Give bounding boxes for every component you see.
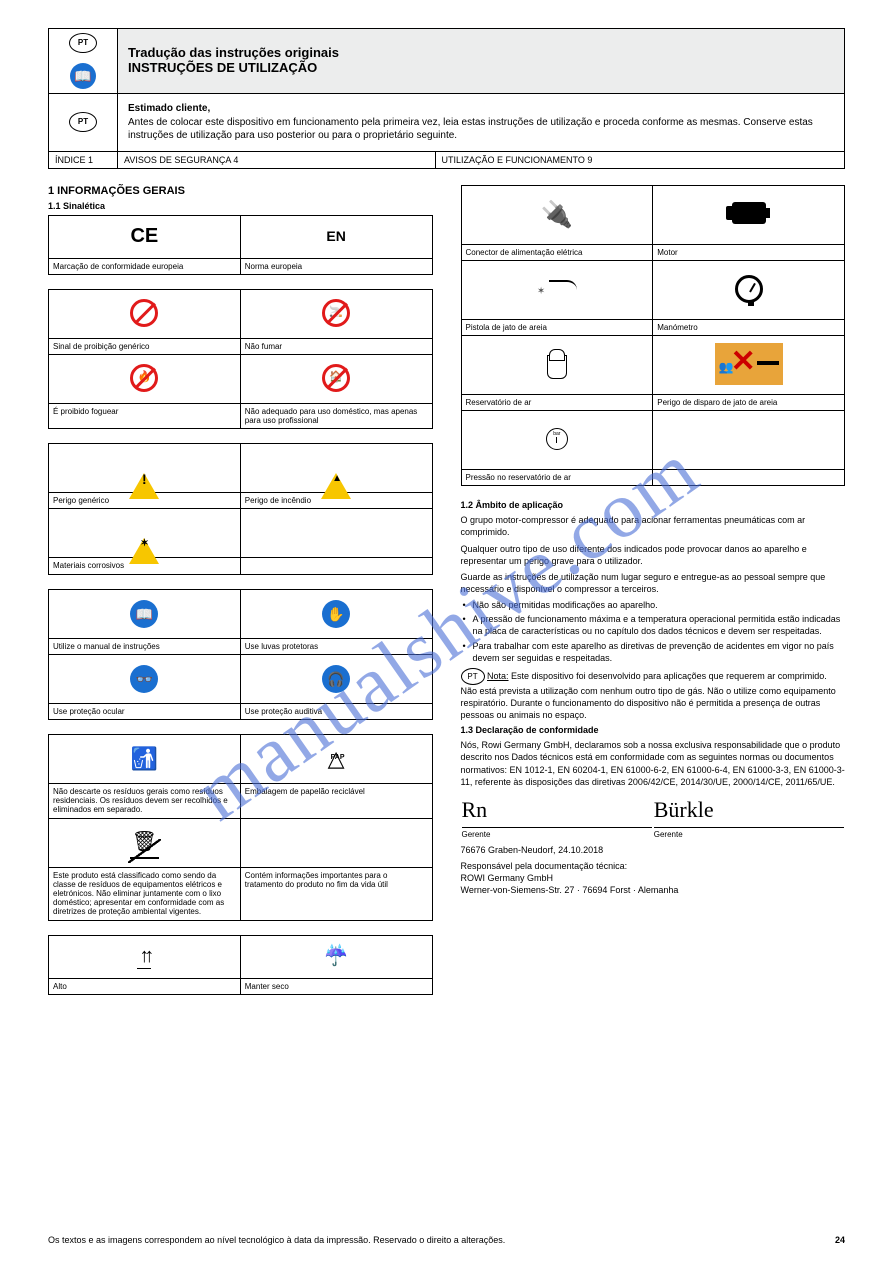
sandblast-hazard-icon: 👥✕ — [715, 343, 783, 385]
header-table: PT 📖 Tradução das instruções originais I… — [48, 28, 845, 169]
read-manual-icon: 📖 — [130, 600, 158, 628]
section-1-title: 1 INFORMAÇÕES GERAIS — [48, 185, 433, 197]
keep-dry-icon: ☔ — [324, 945, 349, 967]
pressure-gauge-icon — [735, 275, 763, 303]
warning-table: Perigo genéricoPerigo de incêndio Materi… — [48, 443, 433, 574]
air-tank-icon — [545, 349, 569, 379]
right-column: 🔌 Conector de alimentação elétricaMotor … — [461, 185, 846, 1009]
no-smoking-icon: 🚬 — [322, 299, 350, 327]
header-title1: Tradução das instruções originais — [128, 46, 834, 61]
lang-badge: PT — [69, 33, 97, 53]
warning-generic-icon — [129, 464, 159, 499]
recycle-pap-icon: PAP — [328, 746, 345, 771]
signature-block: RnGerente BürkleGerente — [461, 792, 846, 840]
prohibition-table: 🚬 Sinal de proibição genéricoNão fumar 🔥… — [48, 289, 433, 430]
section-1-3-title: 1.3 Declaração de conformidade — [461, 725, 846, 735]
left-column: 1 INFORMAÇÕES GERAIS 1.1 Sinalética CE EN… — [48, 185, 433, 1009]
motor-icon — [732, 202, 766, 224]
disposal-table: 🚮PAP Não descarte os resíduos gerais com… — [48, 734, 433, 921]
en-label: Norma europeia — [240, 258, 432, 274]
no-open-flame-icon: 🔥 — [130, 364, 158, 392]
ce-label: Marcação de conformidade europeia — [49, 258, 241, 274]
page-footer: Os textos e as imagens correspondem ao n… — [48, 1235, 845, 1245]
app-li3: Para trabalhar com este aparelho as dire… — [461, 640, 846, 664]
weee-icon: 🗑 — [132, 831, 157, 854]
conf-resp: Responsável pela documentação técnica:RO… — [461, 860, 846, 896]
manual-icon: 📖 — [70, 63, 96, 89]
section-1-1-title: 1.1 Sinalética — [48, 201, 433, 211]
wear-goggles-icon: 👓 — [130, 665, 158, 693]
app-p1: O grupo motor-compressor é adequado para… — [461, 514, 846, 538]
use-label: UTILIZAÇÃO E FUNCIONAMENTO — [442, 155, 585, 165]
wear-gloves-icon: ✋ — [322, 600, 350, 628]
packaging-table: ↑↑☔ AltoManter seco — [48, 935, 433, 995]
power-plug-icon: 🔌 — [541, 199, 573, 229]
app-p2: Qualquer outro tipo de uso diferente dos… — [461, 543, 846, 567]
spray-gun-icon — [537, 280, 577, 298]
this-side-up-icon: ↑↑ — [137, 945, 151, 969]
intro-body: Antes de colocar este dispositivo em fun… — [128, 117, 813, 142]
no-domestic-use-icon: 🏠 — [322, 364, 350, 392]
ce-mark-icon: CE — [130, 225, 158, 248]
en-mark-icon: EN — [326, 228, 345, 244]
signature-2: Bürkle — [654, 797, 844, 823]
signature-1: Rn — [462, 797, 652, 823]
app-li1: Não são permitidas modificações ao apare… — [461, 599, 846, 611]
app-note: PT Nota: Este dispositivo foi desenvolvi… — [461, 668, 846, 721]
wear-ear-protection-icon: 🎧 — [322, 665, 350, 693]
section-1-2-title: 1.2 Âmbito de aplicação — [461, 500, 846, 510]
app-li2: A pressão de funcionamento máxima e a te… — [461, 613, 846, 637]
safety-label: AVISOS DE SEGURANÇA — [124, 155, 231, 165]
header-title2: INSTRUÇÕES DE UTILIZAÇÃO — [128, 61, 834, 76]
ce-table: CE EN Marcação de conformidade europeiaNo… — [48, 215, 433, 275]
intro-label: Estimado cliente, — [128, 103, 210, 114]
footer-note: Os textos e as imagens correspondem ao n… — [48, 1235, 505, 1245]
conf-body: Nós, Rowi Germany GmbH, declaramos sob a… — [461, 739, 846, 788]
prohibition-generic-icon — [130, 299, 158, 327]
lang-badge-3: PT — [461, 668, 485, 685]
lang-badge-2: PT — [69, 112, 97, 132]
conf-loc: 76676 Graben-Neudorf, 24.10.2018 — [461, 844, 846, 856]
tank-pressure-icon: bar — [546, 428, 568, 450]
page: manualshive.com PT 📖 Tradução das instru… — [0, 0, 893, 1263]
page-number: 24 — [835, 1235, 845, 1245]
warning-corrosive-icon — [129, 529, 159, 564]
component-table: 🔌 Conector de alimentação elétricaMotor … — [461, 185, 846, 487]
warning-fire-icon — [321, 464, 351, 499]
mandatory-table: 📖✋ Utilize o manual de instruçõesUse luv… — [48, 589, 433, 720]
tidy-man-icon: 🚮 — [131, 746, 158, 771]
app-p3: Guarde as instruções de utilização num l… — [461, 571, 846, 595]
idx-label: ÍNDICE — [55, 155, 86, 165]
